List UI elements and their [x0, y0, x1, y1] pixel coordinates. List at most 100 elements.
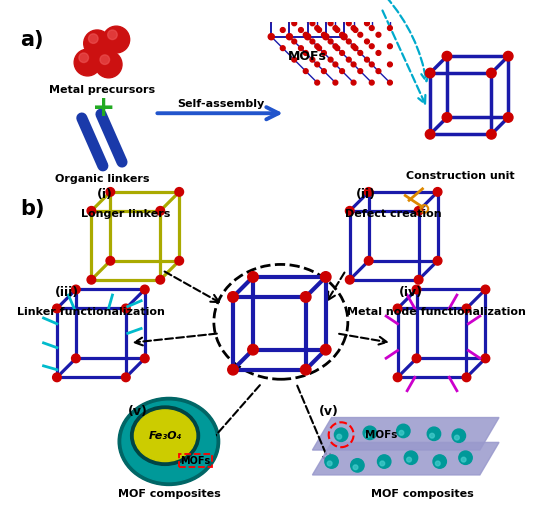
Circle shape: [334, 428, 348, 441]
Circle shape: [106, 256, 115, 265]
Circle shape: [305, 34, 311, 40]
Text: +: +: [92, 94, 116, 122]
Circle shape: [487, 68, 496, 78]
Circle shape: [95, 51, 122, 78]
Circle shape: [333, 80, 338, 85]
Text: (iv): (iv): [398, 286, 423, 299]
Circle shape: [461, 457, 466, 462]
Circle shape: [481, 285, 490, 294]
Circle shape: [310, 21, 315, 26]
Circle shape: [376, 14, 381, 19]
Circle shape: [87, 207, 96, 215]
Circle shape: [323, 0, 329, 4]
Text: b): b): [21, 199, 45, 219]
Circle shape: [366, 433, 370, 437]
Circle shape: [378, 455, 391, 468]
Circle shape: [310, 3, 315, 7]
Circle shape: [315, 7, 319, 12]
Circle shape: [72, 285, 80, 294]
Circle shape: [412, 285, 421, 294]
Circle shape: [340, 14, 345, 19]
Circle shape: [433, 256, 442, 265]
Circle shape: [425, 68, 435, 78]
Text: Organic linkers: Organic linkers: [55, 174, 149, 183]
Circle shape: [376, 0, 381, 1]
Circle shape: [333, 44, 338, 49]
Circle shape: [321, 272, 331, 282]
Circle shape: [333, 26, 338, 31]
Circle shape: [122, 304, 130, 313]
Circle shape: [353, 465, 358, 470]
Circle shape: [79, 53, 89, 63]
Text: MOFs: MOFs: [288, 50, 327, 63]
Circle shape: [292, 3, 296, 7]
Circle shape: [299, 9, 304, 14]
Text: (v): (v): [128, 405, 148, 418]
Circle shape: [281, 27, 285, 33]
Circle shape: [462, 304, 471, 313]
Circle shape: [376, 51, 381, 55]
Circle shape: [322, 0, 326, 1]
Circle shape: [335, 27, 340, 33]
Circle shape: [304, 51, 308, 55]
Circle shape: [305, 16, 311, 22]
Circle shape: [341, 0, 347, 4]
Circle shape: [504, 51, 513, 61]
Circle shape: [358, 51, 363, 55]
Circle shape: [106, 188, 115, 196]
Circle shape: [414, 207, 423, 215]
Circle shape: [140, 285, 149, 294]
Circle shape: [317, 9, 322, 14]
Circle shape: [433, 188, 442, 196]
Circle shape: [380, 461, 385, 466]
Circle shape: [364, 57, 369, 62]
Circle shape: [462, 373, 471, 382]
Text: Defect creation: Defect creation: [345, 209, 442, 219]
Circle shape: [323, 34, 329, 40]
Circle shape: [454, 435, 459, 440]
Circle shape: [248, 272, 258, 282]
Circle shape: [452, 429, 466, 442]
Text: MOF composites: MOF composites: [371, 490, 474, 499]
Circle shape: [248, 344, 258, 355]
Circle shape: [156, 276, 164, 284]
Circle shape: [435, 461, 440, 466]
Circle shape: [281, 46, 285, 51]
Circle shape: [228, 292, 238, 302]
Circle shape: [72, 354, 80, 363]
Circle shape: [300, 292, 311, 302]
Circle shape: [404, 451, 418, 465]
Circle shape: [387, 44, 392, 49]
Circle shape: [122, 373, 130, 382]
Circle shape: [268, 0, 275, 4]
Text: Fe₃O₄: Fe₃O₄: [149, 430, 182, 441]
Circle shape: [358, 0, 363, 1]
Circle shape: [351, 80, 356, 85]
Circle shape: [304, 14, 308, 19]
Circle shape: [53, 304, 61, 313]
Circle shape: [369, 26, 374, 31]
Circle shape: [327, 461, 332, 466]
Circle shape: [305, 0, 311, 4]
Circle shape: [430, 434, 435, 438]
Circle shape: [84, 30, 111, 57]
Circle shape: [335, 9, 340, 14]
Circle shape: [481, 354, 490, 363]
Circle shape: [399, 430, 404, 435]
Circle shape: [322, 33, 326, 37]
Circle shape: [89, 34, 98, 44]
Circle shape: [340, 0, 345, 1]
Circle shape: [351, 26, 356, 31]
Text: Longer linkers: Longer linkers: [81, 209, 170, 219]
Circle shape: [299, 27, 304, 33]
Circle shape: [304, 33, 308, 37]
Circle shape: [333, 7, 338, 12]
Circle shape: [364, 188, 373, 196]
Circle shape: [397, 424, 410, 438]
Text: Metal precursors: Metal precursors: [49, 84, 155, 94]
Text: MOF composites: MOF composites: [117, 490, 220, 499]
Circle shape: [323, 16, 329, 22]
Circle shape: [376, 33, 381, 37]
Circle shape: [364, 21, 369, 26]
Circle shape: [328, 21, 333, 26]
